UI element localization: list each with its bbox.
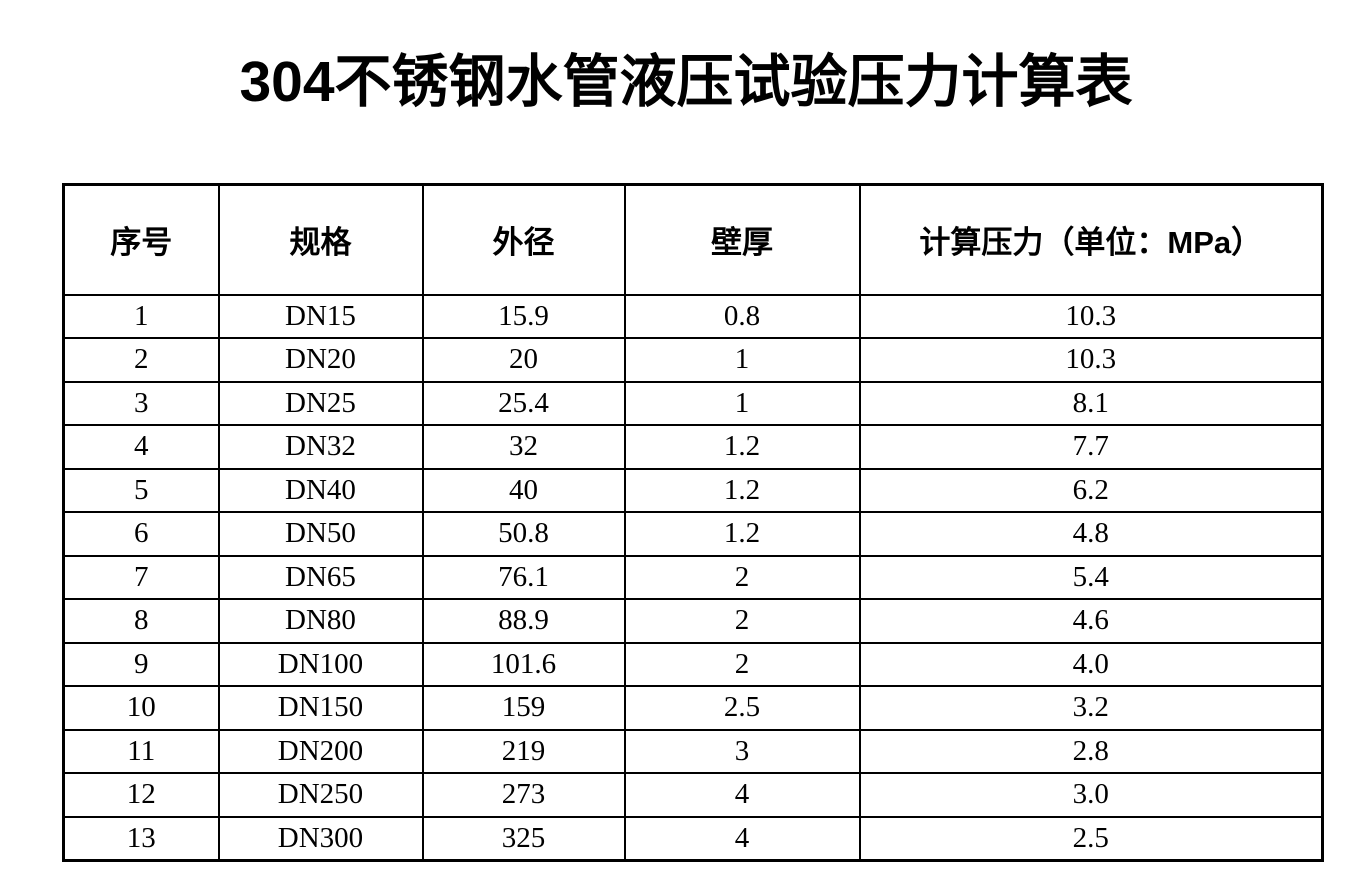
table-cell: 3.2: [858, 685, 1324, 731]
table-cell: 12: [62, 772, 220, 818]
table-cell: 1.2: [623, 511, 861, 557]
table-row: 6 DN50 50.8 1.2 4.8: [62, 511, 1324, 557]
column-header-spec: 规格: [217, 183, 424, 296]
table-cell: 4.6: [858, 598, 1324, 644]
table-cell: DN200: [217, 728, 424, 774]
table-cell: 11: [62, 728, 220, 774]
table-row: 5 DN40 40 1.2 6.2: [62, 467, 1324, 513]
table-row: 3 DN25 25.4 1 8.1: [62, 380, 1324, 426]
table-cell: 10.3: [858, 337, 1324, 383]
table-cell: DN250: [217, 772, 424, 818]
table-row: 10 DN150 159 2.5 3.2: [62, 685, 1324, 731]
table-cell: 50.8: [421, 511, 626, 557]
table-cell: 2: [623, 641, 861, 687]
table-cell: 1: [623, 337, 861, 383]
page-title: 304不锈钢水管液压试验压力计算表: [239, 50, 1133, 115]
table-cell: 159: [421, 685, 626, 731]
table-cell: 2.5: [858, 815, 1324, 861]
table-row: 8 DN80 88.9 2 4.6: [62, 598, 1324, 644]
table-cell: 2: [623, 598, 861, 644]
table-cell: 219: [421, 728, 626, 774]
table-cell: 20: [421, 337, 626, 383]
table-cell: 7.7: [858, 424, 1324, 470]
table-cell: 5: [62, 467, 220, 513]
table-cell: 6: [62, 511, 220, 557]
table-cell: 13: [62, 815, 220, 861]
table-cell: 2.8: [858, 728, 1324, 774]
table-row: 2 DN20 20 1 10.3: [62, 337, 1324, 383]
table-cell: 0.8: [623, 293, 861, 339]
table-cell: DN40: [217, 467, 424, 513]
table-cell: 4: [623, 772, 861, 818]
table-cell: 1: [62, 293, 220, 339]
table-cell: 10: [62, 685, 220, 731]
table-cell: 101.6: [421, 641, 626, 687]
table-header: 序号 规格 外径 壁厚 计算压力（单位：MPa）: [62, 183, 1324, 296]
table-cell: DN80: [217, 598, 424, 644]
table-cell: 1.2: [623, 424, 861, 470]
table-cell: 88.9: [421, 598, 626, 644]
table-cell: DN25: [217, 380, 424, 426]
table-cell: 10.3: [858, 293, 1324, 339]
table-cell: 2.5: [623, 685, 861, 731]
table-row: 9 DN100 101.6 2 4.0: [62, 641, 1324, 687]
table-cell: 15.9: [421, 293, 626, 339]
table-cell: 273: [421, 772, 626, 818]
table-cell: 8: [62, 598, 220, 644]
table-cell: DN15: [217, 293, 424, 339]
table-cell: 1: [623, 380, 861, 426]
column-header-index: 序号: [62, 183, 220, 296]
table-cell: 7: [62, 554, 220, 600]
table-cell: DN150: [217, 685, 424, 731]
table-cell: 2: [62, 337, 220, 383]
table-row: 11 DN200 219 3 2.8: [62, 728, 1324, 774]
table-cell: 32: [421, 424, 626, 470]
table-cell: 325: [421, 815, 626, 861]
table-cell: 3: [623, 728, 861, 774]
table-cell: 8.1: [858, 380, 1324, 426]
table-cell: DN50: [217, 511, 424, 557]
table-body: 1 DN15 15.9 0.8 10.3 2 DN20 20 1 10.3 3 DN25 25.4 1 8.…: [62, 293, 1324, 861]
table-cell: 6.2: [858, 467, 1324, 513]
table-cell: 5.4: [858, 554, 1324, 600]
table-cell: 3.0: [858, 772, 1324, 818]
table-row: 7 DN65 76.1 2 5.4: [62, 554, 1324, 600]
table-row: 13 DN300 325 4 2.5: [62, 815, 1324, 861]
column-header-outer-diameter: 外径: [421, 183, 626, 296]
table-cell: 9: [62, 641, 220, 687]
column-header-wall-thickness: 壁厚: [623, 183, 861, 296]
table-cell: DN32: [217, 424, 424, 470]
table-cell: DN20: [217, 337, 424, 383]
table-cell: 1.2: [623, 467, 861, 513]
table-cell: 4: [623, 815, 861, 861]
table-cell: DN65: [217, 554, 424, 600]
table-cell: 4: [62, 424, 220, 470]
table-row: 12 DN250 273 4 3.0: [62, 772, 1324, 818]
table-cell: 4.8: [858, 511, 1324, 557]
table-header-row: 序号 规格 外径 壁厚 计算压力（单位：MPa）: [62, 183, 1324, 296]
table-cell: 40: [421, 467, 626, 513]
column-header-calc-pressure: 计算压力（单位：MPa）: [858, 183, 1324, 296]
table-cell: 3: [62, 380, 220, 426]
table-cell: 76.1: [421, 554, 626, 600]
table-cell: DN300: [217, 815, 424, 861]
table-cell: 25.4: [421, 380, 626, 426]
table-row: 4 DN32 32 1.2 7.7: [62, 424, 1324, 470]
pressure-calculation-table: 序号 规格 外径 壁厚 计算压力（单位：MPa） 1 DN15 15.9 0.8 10.…: [62, 183, 1324, 862]
table-row: 1 DN15 15.9 0.8 10.3: [62, 293, 1324, 339]
table-cell: 4.0: [858, 641, 1324, 687]
table-cell: 2: [623, 554, 861, 600]
table-cell: DN100: [217, 641, 424, 687]
